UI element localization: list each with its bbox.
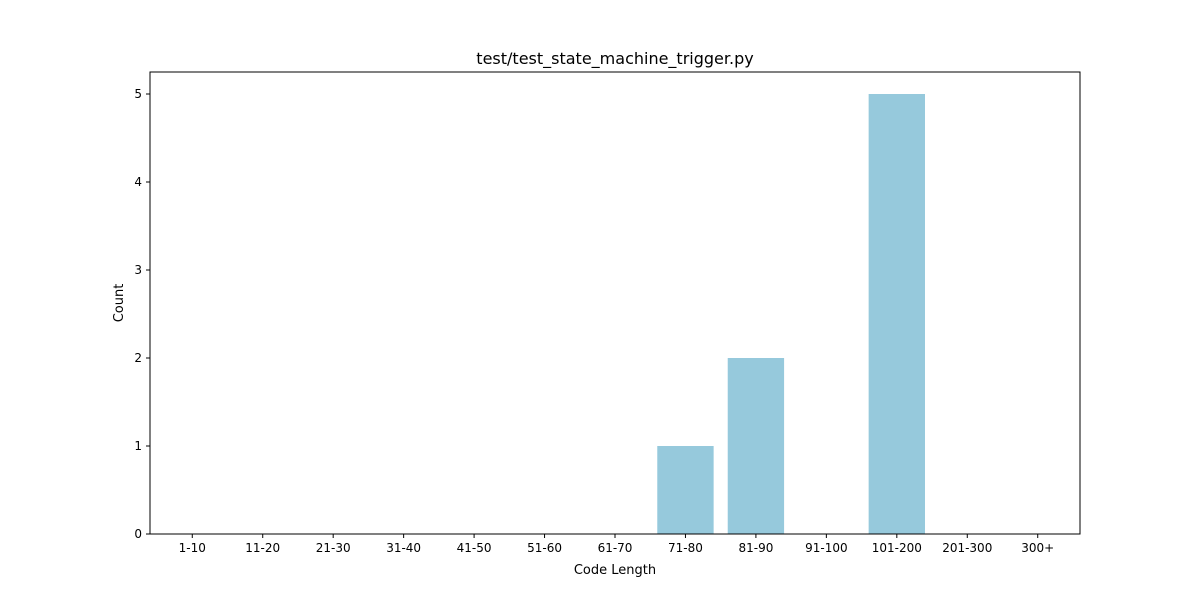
x-tick-label: 81-90	[738, 541, 773, 555]
y-tick-label: 5	[134, 87, 142, 101]
x-tick-label: 11-20	[245, 541, 280, 555]
x-axis: 1-10 11-20 21-30 31-40 41-50 51-60 61-70 71-80 8…	[179, 534, 1055, 555]
y-tick-label: 0	[134, 527, 142, 541]
x-tick-label: 201-300	[942, 541, 992, 555]
y-tick-label: 2	[134, 351, 142, 365]
x-tick-label: 101-200	[872, 541, 922, 555]
plot-frame	[150, 72, 1080, 534]
bars-group	[657, 94, 925, 534]
x-tick-label: 41-50	[457, 541, 492, 555]
x-tick-label: 31-40	[386, 541, 421, 555]
bar-101-200	[869, 94, 925, 534]
x-tick-label: 1-10	[179, 541, 206, 555]
x-axis-label: Code Length	[574, 563, 656, 578]
bar-81-90	[728, 358, 784, 534]
chart-title: test/test_state_machine_trigger.py	[476, 49, 753, 69]
bar-71-80	[657, 446, 713, 534]
y-tick-label: 4	[134, 175, 142, 189]
x-tick-label: 51-60	[527, 541, 562, 555]
y-axis-label: Count	[112, 284, 127, 323]
x-tick-label: 91-100	[805, 541, 848, 555]
x-tick-label: 300+	[1021, 541, 1054, 555]
y-axis: 0 1 2 3 4 5	[134, 87, 150, 541]
y-tick-label: 3	[134, 263, 142, 277]
x-tick-label: 71-80	[668, 541, 703, 555]
x-tick-label: 61-70	[598, 541, 633, 555]
y-tick-label: 1	[134, 439, 142, 453]
x-tick-label: 21-30	[316, 541, 351, 555]
